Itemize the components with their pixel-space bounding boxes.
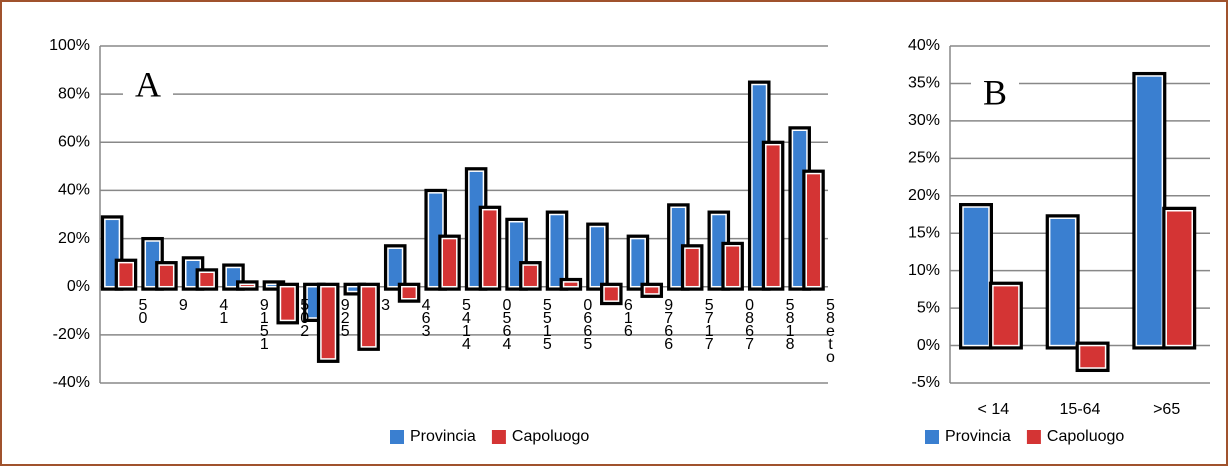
y-tick-label: 10%: [908, 262, 940, 279]
x-tick-label: 0564: [502, 296, 512, 353]
bar: [401, 285, 418, 300]
annotation-bg: [123, 60, 173, 109]
bar: [198, 271, 215, 288]
x-tick-label: 0665: [583, 296, 593, 353]
x-tick-label: 0867: [745, 296, 755, 353]
y-tick-label: -20%: [53, 326, 90, 343]
y-tick-label: 20%: [58, 230, 90, 247]
y-tick-label: 40%: [908, 37, 940, 54]
y-tick-label: 20%: [908, 187, 940, 204]
y-tick-label: 100%: [49, 37, 90, 54]
bar: [805, 172, 822, 288]
x-tick-label: 5414: [462, 296, 471, 353]
bar: [562, 281, 579, 288]
y-tick-label: 60%: [58, 134, 90, 151]
annotation: A: [135, 64, 161, 104]
y-tick-label: 35%: [908, 75, 940, 92]
x-tick-label: 925: [340, 296, 350, 340]
y-tick-label: 30%: [908, 112, 940, 129]
bar: [724, 245, 741, 288]
annotation: B: [983, 72, 1007, 112]
bar: [320, 285, 337, 360]
bar: [992, 284, 1020, 347]
bar: [158, 264, 175, 288]
y-tick-label: -40%: [53, 374, 90, 391]
legend-swatch: [390, 430, 404, 444]
x-tick-label: 9766: [664, 296, 674, 353]
bar: [1165, 210, 1193, 347]
x-tick-label: 463: [421, 296, 431, 340]
x-tick-label: < 14: [977, 401, 1010, 418]
y-tick-label: 0%: [67, 278, 90, 295]
x-tick-label: 502: [300, 296, 310, 340]
y-tick-label: 15%: [908, 224, 940, 241]
legend-label: Provincia: [945, 428, 1011, 445]
y-tick-label: 5%: [917, 299, 940, 316]
x-tick-label: 5717: [704, 296, 714, 353]
annotation-bg: [970, 68, 1020, 117]
bar: [279, 285, 296, 322]
bar: [765, 143, 782, 288]
bar: [522, 264, 539, 288]
x-tick-label: >65: [1153, 401, 1181, 418]
bar: [481, 208, 498, 288]
x-tick-label: 5515: [542, 296, 552, 353]
bar: [239, 283, 256, 288]
x-tick-label: 15-64: [1059, 401, 1101, 418]
x-tick-label: 9: [178, 296, 188, 314]
bar: [360, 285, 377, 348]
bar: [548, 213, 566, 288]
y-tick-label: 25%: [908, 150, 940, 167]
bar: [684, 247, 701, 288]
legend-swatch: [491, 430, 506, 444]
x-tick-label: 9151: [259, 296, 269, 353]
bar: [1078, 344, 1107, 369]
x-tick-label: 616: [623, 296, 633, 340]
bar: [643, 285, 660, 295]
legend-label: Provincia: [410, 428, 476, 445]
bar: [603, 285, 620, 302]
bar: [1135, 75, 1164, 347]
bar: [117, 261, 134, 288]
y-tick-label: 40%: [58, 182, 90, 199]
x-tick-label: 50: [138, 296, 148, 327]
y-tick-label: 0%: [917, 337, 940, 354]
bar: [387, 247, 404, 288]
x-tick-label: 41: [219, 296, 229, 327]
legend-swatch: [925, 430, 939, 444]
bar: [441, 237, 458, 288]
x-tick-label: 3: [381, 296, 391, 314]
y-tick-label: -5%: [912, 374, 940, 391]
bar: [629, 237, 646, 288]
bar: [962, 206, 990, 347]
y-tick-label: 80%: [58, 85, 90, 102]
x-tick-label: 58eto: [826, 296, 835, 366]
legend-label: Capoluogo: [512, 428, 590, 445]
legend-swatch: [1026, 430, 1041, 444]
legend-label: Capoluogo: [1047, 428, 1125, 445]
x-tick-label: 5818: [785, 296, 795, 353]
bar: [589, 225, 606, 288]
bar: [1048, 217, 1077, 347]
